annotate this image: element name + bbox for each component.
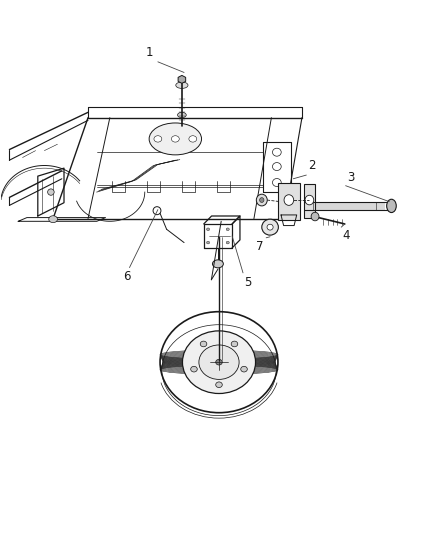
Ellipse shape xyxy=(149,123,201,155)
Polygon shape xyxy=(304,184,315,217)
Ellipse shape xyxy=(207,241,210,244)
Ellipse shape xyxy=(284,195,293,205)
Ellipse shape xyxy=(272,148,281,156)
Text: 7: 7 xyxy=(257,240,264,254)
Bar xyxy=(304,202,385,209)
Ellipse shape xyxy=(199,345,239,379)
Ellipse shape xyxy=(207,228,210,231)
Ellipse shape xyxy=(176,82,188,88)
Text: 1: 1 xyxy=(145,46,153,59)
Ellipse shape xyxy=(260,198,264,203)
Ellipse shape xyxy=(231,341,238,347)
Text: 3: 3 xyxy=(347,171,354,183)
Ellipse shape xyxy=(311,212,319,221)
Ellipse shape xyxy=(226,228,229,231)
Ellipse shape xyxy=(256,194,267,206)
Ellipse shape xyxy=(241,366,247,372)
Ellipse shape xyxy=(191,366,197,372)
Ellipse shape xyxy=(154,136,162,142)
Ellipse shape xyxy=(215,382,223,387)
Ellipse shape xyxy=(272,163,281,171)
Ellipse shape xyxy=(226,241,229,244)
Ellipse shape xyxy=(267,224,273,230)
Ellipse shape xyxy=(200,341,207,347)
Ellipse shape xyxy=(215,359,223,365)
Ellipse shape xyxy=(272,179,281,187)
Text: 6: 6 xyxy=(124,270,131,283)
Ellipse shape xyxy=(183,331,255,393)
Ellipse shape xyxy=(262,219,279,235)
Ellipse shape xyxy=(48,189,54,195)
Ellipse shape xyxy=(305,195,314,205)
Ellipse shape xyxy=(177,112,186,118)
Ellipse shape xyxy=(49,216,57,223)
Ellipse shape xyxy=(189,136,197,142)
Ellipse shape xyxy=(171,136,179,142)
Ellipse shape xyxy=(387,199,396,213)
Text: 4: 4 xyxy=(343,229,350,243)
Polygon shape xyxy=(278,183,300,220)
Polygon shape xyxy=(178,75,186,83)
Text: 5: 5 xyxy=(244,276,252,288)
Ellipse shape xyxy=(212,260,223,268)
Text: 2: 2 xyxy=(308,159,316,172)
